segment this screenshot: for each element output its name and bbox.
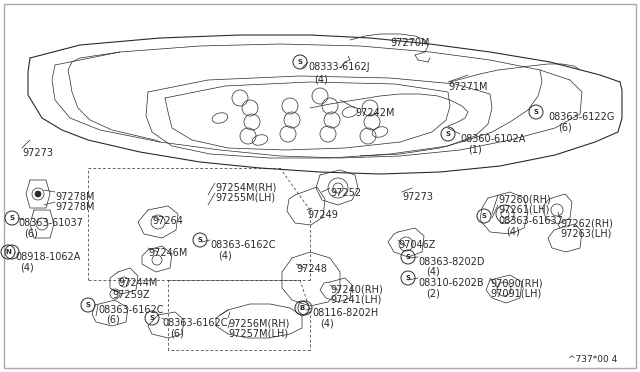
Text: 97261(LH): 97261(LH) <box>498 205 549 215</box>
Text: S: S <box>86 302 90 308</box>
Text: 97278M: 97278M <box>55 192 95 202</box>
Text: 97244M: 97244M <box>118 278 157 288</box>
Text: N: N <box>5 249 11 255</box>
Text: S: S <box>481 213 486 219</box>
Text: 08116-8202H: 08116-8202H <box>312 308 378 318</box>
Text: (4): (4) <box>20 262 34 272</box>
Text: (6): (6) <box>170 328 184 338</box>
Text: (1): (1) <box>468 144 482 154</box>
Text: 97263(LH): 97263(LH) <box>560 228 611 238</box>
Text: 97241(LH): 97241(LH) <box>330 295 381 305</box>
Text: 97256M(RH): 97256M(RH) <box>228 318 289 328</box>
Text: 97046Z: 97046Z <box>398 240 435 250</box>
Text: 97252: 97252 <box>330 188 361 198</box>
Text: 97264: 97264 <box>152 216 183 226</box>
Text: 97257M(LH): 97257M(LH) <box>228 328 288 338</box>
Text: 08918-1062A: 08918-1062A <box>15 252 81 262</box>
Text: 97246M: 97246M <box>148 248 188 258</box>
Text: 08363-6162C: 08363-6162C <box>98 305 163 315</box>
Text: 97090(RH): 97090(RH) <box>490 278 543 288</box>
Text: 97259Z: 97259Z <box>112 290 150 300</box>
Text: 97249: 97249 <box>307 210 338 220</box>
Text: 97270M: 97270M <box>390 38 429 48</box>
Text: S: S <box>298 59 303 65</box>
Text: 08363-61037: 08363-61037 <box>18 218 83 228</box>
Text: 08310-6202B: 08310-6202B <box>418 278 484 288</box>
Text: 97260(RH): 97260(RH) <box>498 195 551 205</box>
Text: S: S <box>445 131 451 137</box>
Text: (4): (4) <box>506 226 520 236</box>
Text: 08363-6162C: 08363-6162C <box>210 240 275 250</box>
Text: S: S <box>406 275 410 281</box>
Circle shape <box>35 191 41 197</box>
Text: (4): (4) <box>314 74 328 84</box>
Text: 97091(LH): 97091(LH) <box>490 288 541 298</box>
Text: S: S <box>150 315 154 321</box>
Text: 97278M: 97278M <box>55 202 95 212</box>
Text: B: B <box>300 305 305 311</box>
Text: (6): (6) <box>558 122 572 132</box>
Text: 97273: 97273 <box>22 148 53 158</box>
Text: (2): (2) <box>426 288 440 298</box>
Text: 97254M(RH): 97254M(RH) <box>215 183 276 193</box>
Text: S: S <box>406 254 410 260</box>
Text: 97248: 97248 <box>296 264 327 274</box>
Text: 97271M: 97271M <box>448 82 488 92</box>
Text: 08363-8202D: 08363-8202D <box>418 257 484 267</box>
Text: 97255M(LH): 97255M(LH) <box>215 193 275 203</box>
Text: 97262(RH): 97262(RH) <box>560 218 613 228</box>
Text: 08363-6122G: 08363-6122G <box>548 112 614 122</box>
Text: (4): (4) <box>320 318 333 328</box>
Text: (6): (6) <box>24 228 38 238</box>
Text: 08360-6102A: 08360-6102A <box>460 134 525 144</box>
Text: 97273: 97273 <box>402 192 433 202</box>
Text: 08333-6162J: 08333-6162J <box>308 62 370 72</box>
Text: (6): (6) <box>106 315 120 325</box>
Text: 97240(RH): 97240(RH) <box>330 285 383 295</box>
Text: 97242M: 97242M <box>355 108 394 118</box>
Text: ^737*00 4: ^737*00 4 <box>568 355 617 364</box>
Text: S: S <box>198 237 202 243</box>
Text: (4): (4) <box>218 250 232 260</box>
Text: 08363-6162C: 08363-6162C <box>162 318 227 328</box>
Text: S: S <box>10 215 15 221</box>
Text: S: S <box>534 109 538 115</box>
Text: 08363-61637: 08363-61637 <box>498 216 563 226</box>
Text: (4): (4) <box>426 267 440 277</box>
